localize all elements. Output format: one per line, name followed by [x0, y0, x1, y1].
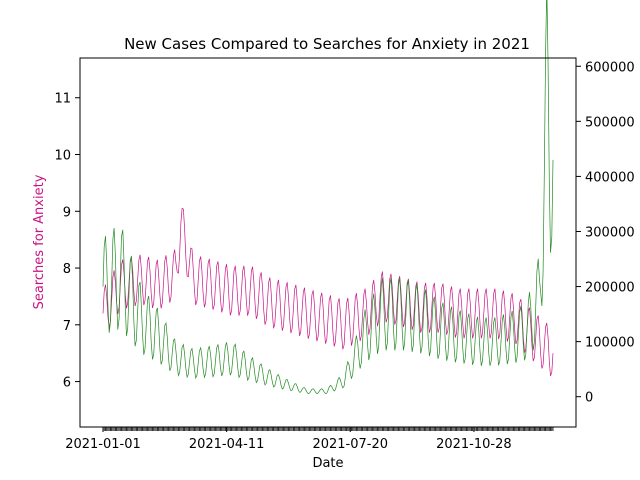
y-left-tick-label: 8: [63, 262, 71, 277]
series-line-cases: [102, 0, 554, 395]
y-left-tick-label: 11: [54, 92, 71, 107]
x-tick-label: 2021-01-01: [65, 437, 141, 452]
series-layer: [102, 0, 554, 395]
y-left-tick-label: 10: [54, 149, 71, 164]
x-tick-label: 2021-07-20: [312, 437, 388, 452]
x-tick-label: 2021-10-28: [436, 437, 512, 452]
y-right-tick-label: 300000: [585, 225, 635, 240]
y-right-tick-label: 600000: [585, 60, 635, 75]
y-right-tick-label: 0: [585, 391, 593, 406]
series-line-searches: [102, 207, 554, 377]
chart-title: New Cases Compared to Searches for Anxie…: [124, 35, 530, 53]
y-left-tick-label: 6: [63, 376, 71, 391]
x-tick-label: 2021-04-11: [189, 437, 265, 452]
y-left-axis-label: Searches for Anxiety: [32, 174, 47, 309]
y-right-tick-label: 200000: [585, 281, 635, 296]
y-right-tick-label: 500000: [585, 115, 635, 130]
y-right-tick-label: 100000: [585, 336, 635, 351]
plot-frame: [79, 57, 577, 428]
axes-layer: 2021-01-01 2021-04-11 2021-07-20 2021-10-28…: [54, 60, 634, 452]
y-left-tick-label: 9: [63, 205, 71, 220]
y-left-tick-label: 7: [63, 319, 71, 334]
x-axis-label: Date: [312, 456, 343, 471]
y-right-tick-label: 400000: [585, 170, 635, 185]
